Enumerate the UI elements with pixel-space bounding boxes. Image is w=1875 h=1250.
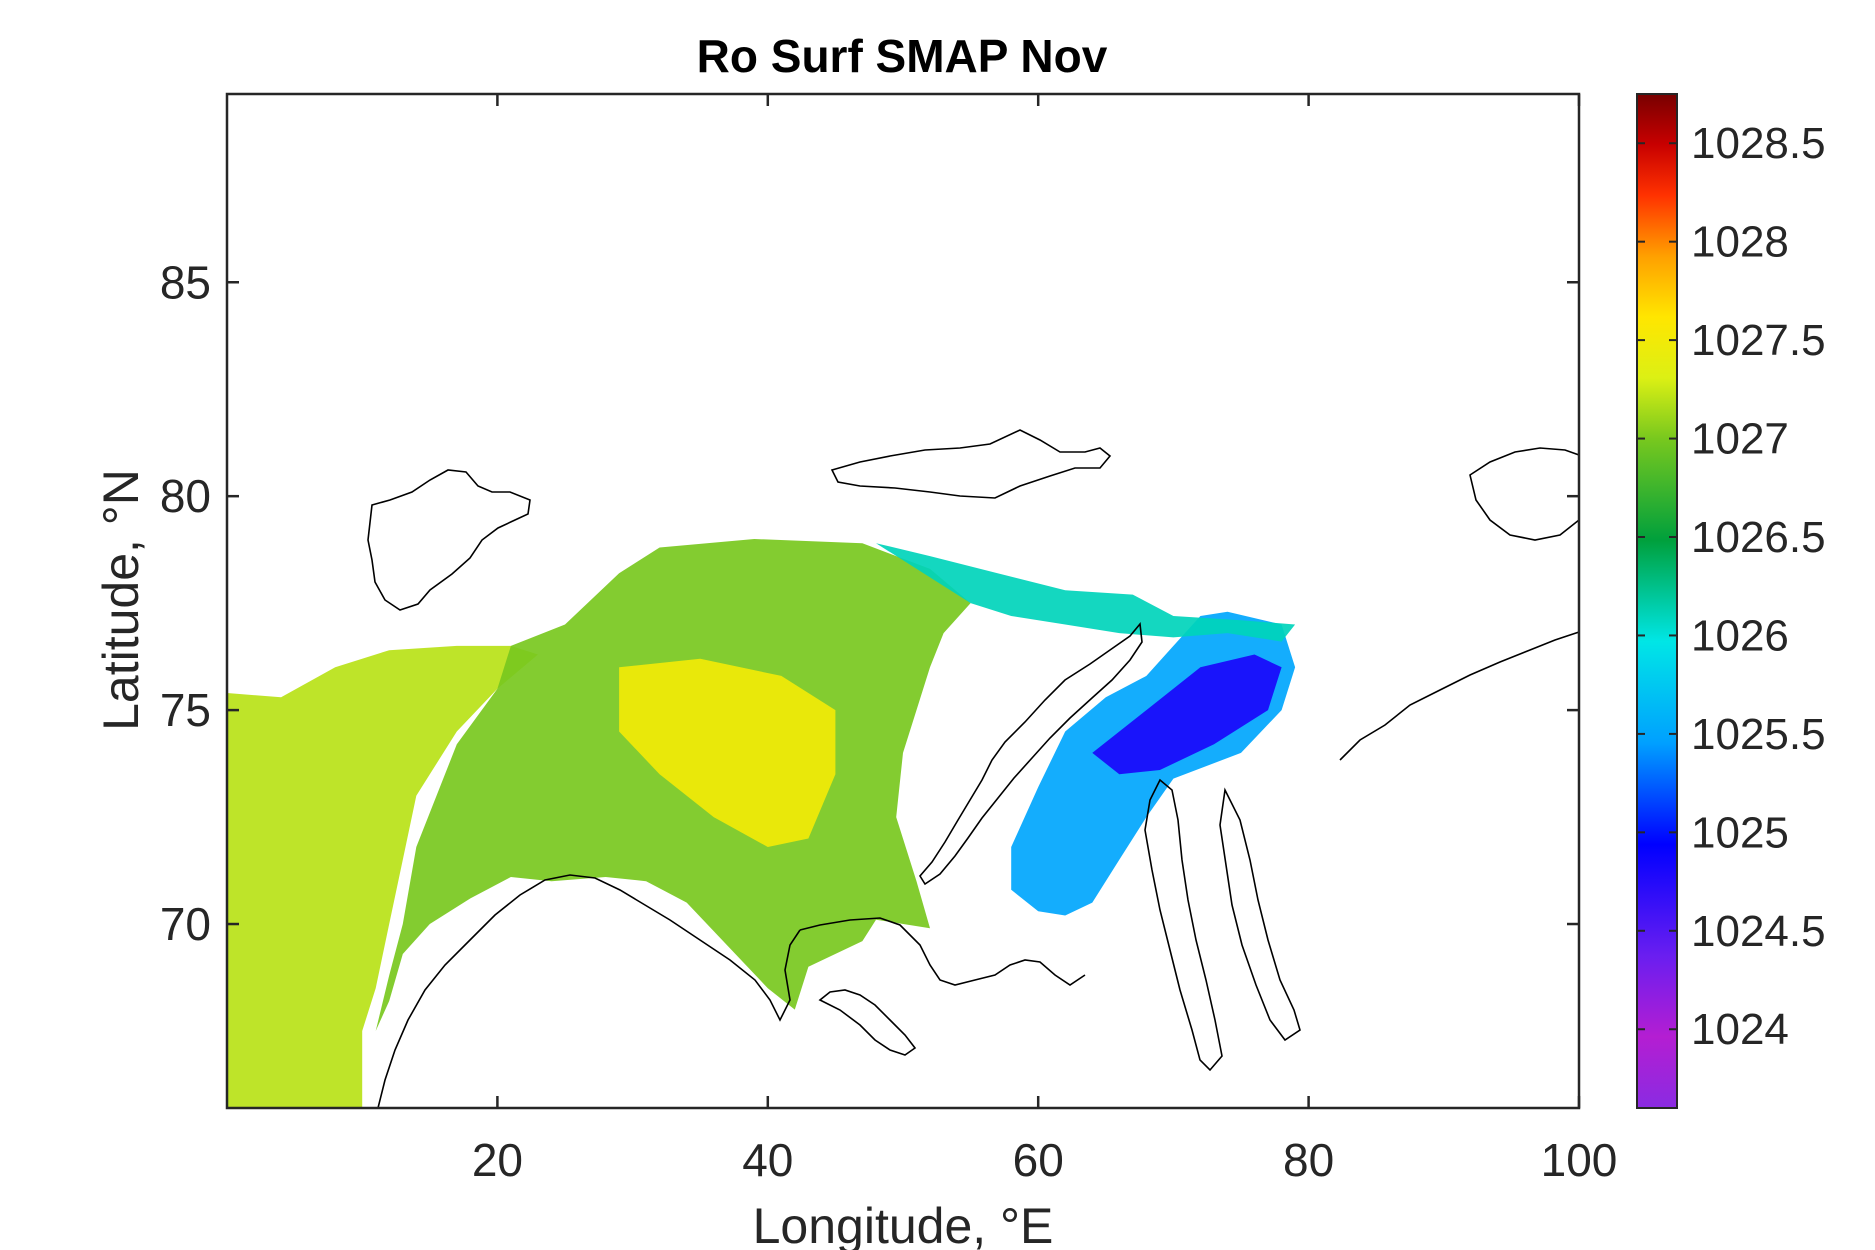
colorbar-tick-label: 1025.5 [1691,710,1826,759]
colorbar-ticks [1637,142,1677,1031]
colorbar-tick-label: 1025 [1691,808,1789,857]
x-axis-label: Longitude, °E [753,1198,1054,1250]
y-tick-label: 70 [160,898,211,950]
taymyr-coastline [1339,631,1579,761]
axis-ticks [227,94,1581,1108]
plot-frame [225,92,1581,1110]
y-tick-label: 75 [160,684,211,736]
colorbar [1636,93,1678,1109]
x-tick-label: 40 [742,1134,793,1186]
y-axis-label: Latitude, °N [93,469,149,731]
region-norwegian-sea [227,645,538,1108]
data-field [227,539,1296,1108]
gydan-coastline [1219,787,1301,1042]
colorbar-tick-label: 1028 [1691,218,1789,267]
x-tick-label: 20 [472,1134,523,1186]
colorbar-tick-label: 1027.5 [1691,316,1826,365]
novaya-zemlya-coastline [919,622,1143,886]
x-tick-label: 60 [1013,1134,1064,1186]
colorbar-tick-label: 1024.5 [1691,907,1826,956]
coastline-outlines [367,429,1579,1108]
x-tick-label: 100 [1541,1134,1618,1186]
yamal-coastline [1144,778,1223,1072]
severnaya-zemlya-coastline [1469,447,1579,541]
region-kara-sea-central [1092,654,1282,775]
colorbar-tick-label: 1024 [1691,1005,1789,1054]
y-tick-label: 85 [160,256,211,308]
svalbard-coastline [367,469,531,611]
colorbar-tick-label: 1028.5 [1691,119,1826,168]
chart-title: Ro Surf SMAP Nov [697,30,1108,82]
white-sea-coastline [818,989,917,1056]
x-tick-label: 80 [1283,1134,1334,1186]
y-tick-label: 80 [160,470,211,522]
kola-coastline [799,917,1086,986]
colorbar-tick-label: 1027 [1691,415,1789,464]
x-tick-labels: 20 40 60 80 100 [472,1134,1618,1186]
colorbar-tick-labels: 1024 1024.5 1025 1025.5 1026 1026.5 1027 1027.5… [1691,119,1826,1054]
region-northern-margin [876,543,1296,642]
franz-josef-land-coastline [830,429,1112,499]
colorbar-tick-label: 1026 [1691,611,1789,660]
colorbar-tick-label: 1026.5 [1691,513,1826,562]
region-central-barents [619,658,836,847]
y-tick-labels: 70 75 80 85 [160,256,211,950]
scandinavia-coastline [377,874,801,1108]
